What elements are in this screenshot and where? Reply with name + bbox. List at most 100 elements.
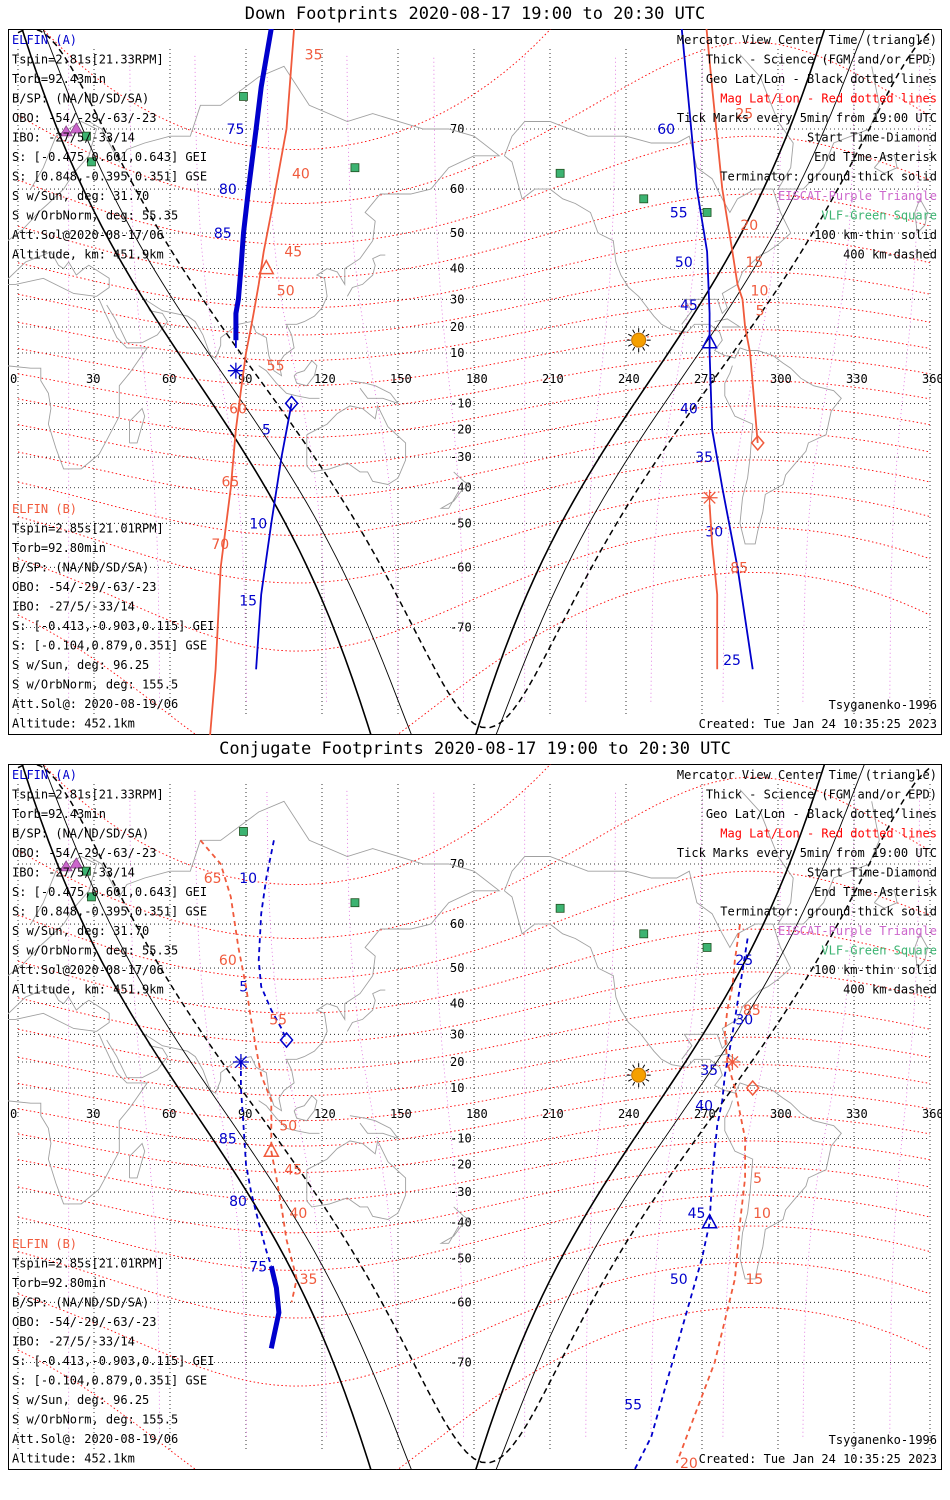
sat-b-start-diamond [745,1079,760,1097]
vlf-station [87,157,96,167]
sat-a-info-line: Att.Sol@2020-08-17/06 [12,228,164,242]
lat-tick-label: -70 [450,620,472,634]
sat-a-info-line: Tspin=2.81s[21.33RPM] [12,53,164,67]
coastline-4 [258,1100,320,1134]
vlf-station [555,903,565,913]
lat-tick-label: -50 [450,516,472,530]
sun-ray [632,1064,636,1069]
info-text: ELFIN (A) Tspin=2.81s[21.33RPM] Torb=92.43… [12,768,938,1466]
legend-line: 100 km-thin solid [814,963,937,977]
coastline-6 [349,380,400,405]
sat-b-tick-label: 40 [289,1206,307,1222]
sat-b-info-line: S: [-0.413,-0.903,0.115] GEI [12,1354,214,1368]
sat-b-tick-label: 40 [292,166,310,182]
coastline-10 [503,856,792,1060]
sat-a-info-line: Tspin=2.81s[21.33RPM] [12,788,164,802]
coastline-0 [8,120,110,297]
sat-b-tick-label: 50 [279,1119,297,1135]
mag-lat-line [17,526,931,652]
coastline-4 [258,365,320,399]
sat-a-label: ELFIN (A) [12,768,77,782]
mag-lon-line [722,789,783,1437]
lon-tick-label: 210 [542,372,564,386]
lat-tick-label: -60 [450,1295,472,1309]
sat-b-info-line: S: [-0.104,0.879,0.351] GSE [12,639,207,653]
legend-line: Mag Lat/Lon - Red dotted lines [720,92,937,106]
coastline-12 [739,54,794,190]
sat-a-label: ELFIN (A) [12,33,77,47]
mag-lat-line [17,380,931,438]
ground-stations [59,92,712,217]
vlf-station [555,168,565,178]
sat-a-info-line: IBO: -27/5/-33/14 [12,866,135,880]
mag-lat-line [17,870,931,980]
lat-tick-label: -60 [450,560,472,574]
sat-a-info-line: B/SP: (NA/ND/SD/SA) [12,92,149,106]
coastline-6 [349,1115,400,1140]
ground-stations [59,827,712,952]
lat-tick-label: -20 [450,1157,472,1171]
sat-b-track-segment [199,839,298,1303]
sat-a-tick-label: 10 [249,516,267,532]
sat-b-tick-label: 55 [267,359,285,375]
sat-a-track-segment [257,840,288,1041]
lat-tick-label: 70 [450,857,464,871]
coastline-13 [914,197,928,234]
coastline-14 [873,155,898,174]
sun-ray [645,343,650,347]
sun-marker [626,1063,651,1088]
sat-a-tick-label: 40 [695,1099,713,1115]
lon-tick-label: 150 [390,372,412,386]
lon-tick-label: 270 [694,372,716,386]
sun-disk [631,1067,647,1083]
lat-tick-label: 20 [450,1055,464,1069]
mag-lon-line [129,789,160,1437]
coastline-11 [778,801,880,925]
sat-a-tick-label: 55 [624,1397,642,1413]
sat-b-info-line: Altitude: 452.1km [12,717,135,731]
sat-a-info-line: S w/Sun, deg: 31.70 [12,189,149,203]
sat-a-info-line: S: [0.848,-0.395,0.351] GSE [12,905,207,919]
mag-lon-line [585,54,616,702]
coastline-7 [306,1139,407,1220]
mag-lat-line [17,571,931,735]
sat-a-info-line: IBO: -27/5/-33/14 [12,131,135,145]
sat-a-end-asterisk [232,1054,249,1071]
lat-tick-label: 50 [450,961,464,975]
mag-lat-line [17,928,931,1014]
sat-a-tick-label: 25 [735,953,753,969]
coastline-3 [346,254,386,297]
sat-a-tick-label: 75 [249,1259,267,1275]
legend-line: Terminator: ground-thick solid [720,170,937,184]
sun-marker [626,328,651,353]
sat-b-tick-label: 85 [743,1003,761,1019]
sat-a-tick-label: 45 [688,1206,706,1222]
sat-a-tick-label: 45 [680,298,698,314]
mag-meridians [68,789,920,1437]
coastline-15 [129,1142,146,1179]
lat-tick-label: -30 [450,450,472,464]
geo-grid [17,49,931,715]
legend-line: Mercator View Center Time (triangle) [677,768,937,782]
sat-a-info-line: Att.Sol@2020-08-17/06 [12,963,164,977]
vlf-station [702,208,712,217]
sat-a-info-line: S w/OrbNorm, deg: 55.35 [12,209,178,223]
plot-frame [8,29,942,735]
sat-b-track-segment [705,29,759,443]
sat-b-info-line: Att.Sol@: 2020-08-19/06 [12,1432,178,1446]
lon-tick-label: 360 [922,372,942,386]
created-label: Created: Tue Jan 24 10:35:25 2023 [699,717,937,731]
mag-lon-line [433,54,464,702]
sun-ray [632,329,636,334]
lon-tick-label: 90 [238,1107,252,1121]
lon-tick-label: 60 [162,372,176,386]
sat-b-center-triangle [263,1141,280,1157]
sat-a-info-line: Altitude, km: 451.9km [12,248,164,262]
coastline-5 [293,1094,318,1122]
mag-lat-line [17,1225,931,1319]
sat-b-tick-label: 85 [730,560,748,576]
sat-b-tick-label: 25 [735,107,753,123]
sat-b-tick-label: 5 [753,1171,762,1187]
sat-a-tick-label: 50 [670,1272,688,1288]
coastline-9 [504,155,842,545]
